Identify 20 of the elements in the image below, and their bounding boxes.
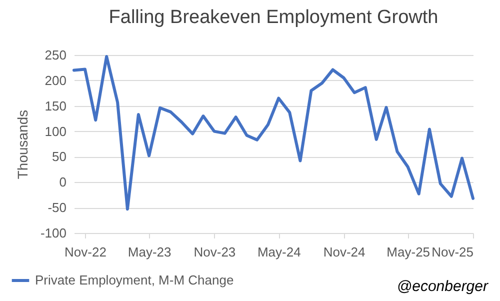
chart-title: Falling Breakeven Employment Growth <box>108 7 438 28</box>
y-tick-label: 150 <box>44 98 66 114</box>
y-tick-label: 0 <box>59 174 66 190</box>
x-tick-label: Nov-23 <box>194 244 236 260</box>
x-tick-label: May-25 <box>386 244 430 260</box>
x-tick-label: Nov-25 <box>432 244 474 260</box>
x-tick-label: Nov-24 <box>323 244 366 260</box>
y-tick-label: 50 <box>52 149 66 164</box>
y-tick-label: -100 <box>40 226 66 240</box>
y-tick-label: 100 <box>44 124 66 139</box>
text: @econberger <box>396 278 488 295</box>
line-series <box>72 55 474 211</box>
y-tick-label: -50 <box>48 200 66 216</box>
y-tick-label: 200 <box>44 72 66 88</box>
x-tick-label: May-23 <box>128 244 172 260</box>
x-tick-label: May-24 <box>257 244 301 260</box>
y-tick-label: 250 <box>44 48 66 62</box>
legend-label: Private Employment, M-M Change <box>35 272 234 288</box>
y-axis-title: Thousands <box>14 110 30 180</box>
x-tick-label: Nov-22 <box>64 244 106 260</box>
